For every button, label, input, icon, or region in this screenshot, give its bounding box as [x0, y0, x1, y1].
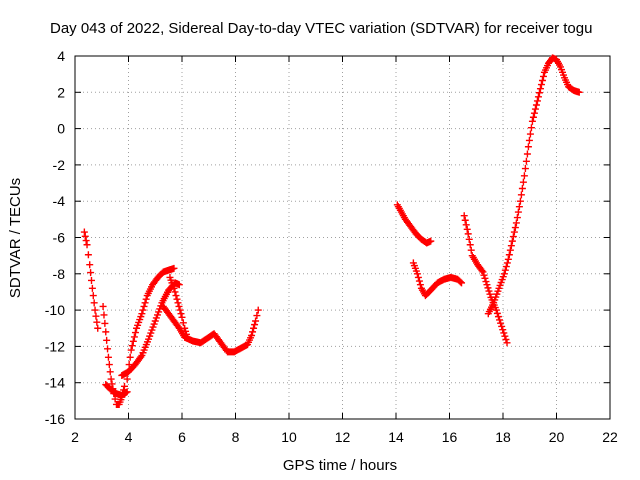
y-tick-label: 0: [57, 121, 65, 137]
data-point-markers: [166, 273, 191, 341]
y-tick-label: -2: [53, 157, 66, 173]
data-point-markers: [393, 201, 435, 247]
data-point-markers: [102, 381, 131, 399]
data-point-markers: [159, 302, 262, 356]
y-tick-label: -16: [45, 411, 65, 427]
data-segment: [393, 201, 435, 247]
x-tick-label: 6: [178, 429, 186, 445]
data-segment: [102, 381, 131, 399]
y-tick-label: 2: [57, 84, 65, 100]
data-points: [80, 54, 583, 408]
grid-lines: [75, 56, 610, 419]
y-tick-label: -12: [45, 338, 65, 354]
y-tick-label: -8: [53, 266, 66, 282]
x-tick-label: 18: [495, 429, 511, 445]
data-point-markers: [80, 228, 102, 332]
y-tick-label: 4: [57, 48, 65, 64]
x-tick-label: 8: [232, 429, 240, 445]
x-tick-label: 16: [442, 429, 458, 445]
y-tick-label: -14: [45, 375, 65, 391]
data-segment: [123, 264, 178, 383]
y-tick-label: -10: [45, 302, 65, 318]
x-tick-label: 20: [549, 429, 565, 445]
data-point-markers: [123, 264, 178, 383]
data-point-markers: [484, 54, 583, 318]
data-point-markers: [409, 259, 466, 300]
data-segment: [159, 302, 262, 356]
x-tick-label: 4: [125, 429, 133, 445]
y-axis-label: SDTVAR / TECUs: [7, 178, 24, 298]
y-tick-label: -4: [53, 193, 66, 209]
y-tick-label: -6: [53, 230, 66, 246]
x-axis-label: GPS time / hours: [283, 457, 397, 474]
data-segment: [80, 228, 102, 332]
x-tick-label: 10: [281, 429, 297, 445]
chart-title: Day 043 of 2022, Sidereal Day-to-day VTE…: [50, 20, 592, 37]
x-tick-label: 2: [71, 429, 79, 445]
data-segment: [484, 54, 583, 318]
x-tick-label: 12: [335, 429, 351, 445]
data-segment: [409, 259, 466, 300]
x-tick-label: 14: [388, 429, 404, 445]
x-tick-label: 22: [602, 429, 618, 445]
data-segment: [166, 273, 191, 341]
y-axis: 4 2 0 -2 -4 -6 -8 -10 -12 -14 -16: [45, 48, 610, 427]
x-axis: 2 4 6 8 10 12 14 16 18 20 22: [71, 56, 618, 445]
